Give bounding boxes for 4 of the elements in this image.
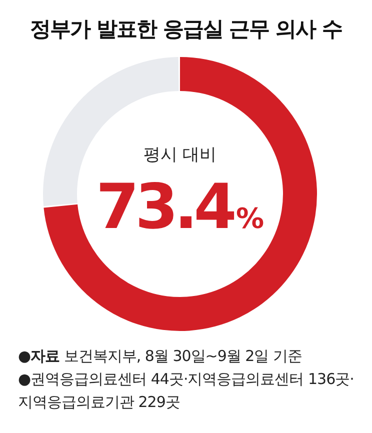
annotation: ●자료 보건복지부, 8월 30일~9월 2일 기준: [18, 346, 303, 367]
title: 정부가 발표한 응급실 근무 의사 수: [30, 17, 342, 41]
annotation: ●권역응급의료센터 44곳·지역응급의료센터 136곳·지역응급의료기관 229곳: [18, 369, 355, 413]
annotation: 평시 대비: [143, 145, 217, 165]
